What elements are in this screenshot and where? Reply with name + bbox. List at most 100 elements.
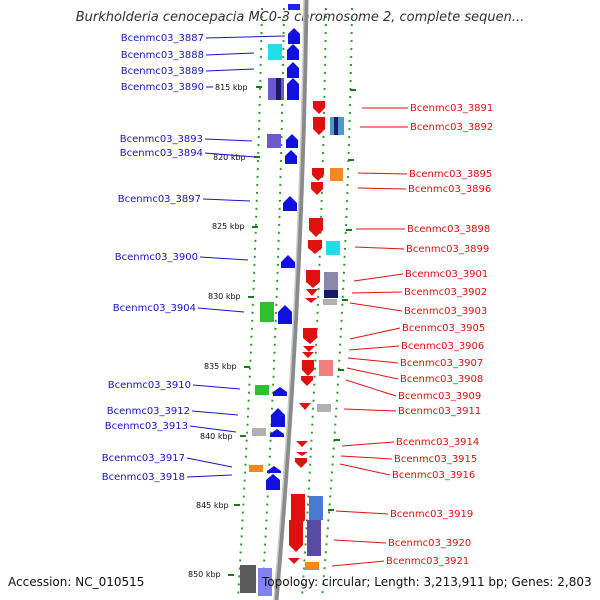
gene-arrow-3900[interactable] bbox=[281, 255, 295, 268]
gene-arrow-3909[interactable] bbox=[301, 376, 313, 386]
gene-box-3904[interactable] bbox=[260, 302, 274, 322]
gene-label-3919[interactable]: Bcenmc03_3919 bbox=[390, 509, 473, 520]
gene-label-3888[interactable]: Bcenmc03_3888 bbox=[121, 50, 204, 61]
gene-arrow-3920[interactable] bbox=[289, 520, 303, 552]
gene-arrow-3904[interactable] bbox=[278, 305, 292, 324]
gene-box-3901[interactable] bbox=[324, 272, 338, 290]
gene-label-3914[interactable]: Bcenmc03_3914 bbox=[396, 437, 479, 448]
gene-arrow-3914[interactable] bbox=[296, 441, 308, 447]
gene-label-3909[interactable]: Bcenmc03_3909 bbox=[398, 391, 481, 402]
gene-arrow-3906[interactable] bbox=[303, 346, 315, 352]
gene-box-3888[interactable] bbox=[268, 44, 282, 60]
gene-label-3921[interactable]: Bcenmc03_3921 bbox=[386, 556, 469, 567]
leader-3920 bbox=[333, 539, 387, 544]
gene-label-3918[interactable]: Bcenmc03_3918 bbox=[102, 472, 185, 483]
gene-box-end-2[interactable] bbox=[258, 568, 272, 596]
gene-label-3892[interactable]: Bcenmc03_3892 bbox=[410, 122, 493, 133]
gene-box-3921[interactable] bbox=[305, 562, 319, 570]
gene-label-3912[interactable]: Bcenmc03_3912 bbox=[107, 406, 190, 417]
gene-arrow-3908[interactable] bbox=[302, 360, 314, 376]
gene-arrow-3890[interactable] bbox=[287, 78, 299, 100]
gene-box-3910[interactable] bbox=[255, 385, 269, 395]
gene-arrow-3893[interactable] bbox=[286, 134, 298, 148]
gene-arrow-3891[interactable] bbox=[313, 101, 325, 114]
gene-label-3899[interactable]: Bcenmc03_3899 bbox=[406, 244, 489, 255]
leader-3908 bbox=[346, 367, 399, 380]
gene-box-3895[interactable] bbox=[330, 168, 343, 181]
gene-box-3911[interactable] bbox=[317, 404, 331, 412]
right-tick-marks bbox=[328, 89, 356, 511]
gene-box-3892-dark[interactable] bbox=[334, 117, 338, 135]
gene-arrow-3898[interactable] bbox=[309, 218, 323, 237]
gene-arrow-3917[interactable] bbox=[267, 466, 281, 473]
gene-arrow-3910[interactable] bbox=[273, 387, 287, 396]
gene-arrow-3897[interactable] bbox=[283, 196, 297, 211]
gene-arrow-3888[interactable] bbox=[287, 44, 299, 60]
gene-label-3902[interactable]: Bcenmc03_3902 bbox=[404, 287, 487, 298]
gene-arrow-3912[interactable] bbox=[271, 408, 285, 427]
left-gene-labels: Bcenmc03_3887 Bcenmc03_3888 Bcenmc03_388… bbox=[102, 33, 204, 483]
gene-arrow-3911[interactable] bbox=[299, 403, 311, 410]
gene-label-3901[interactable]: Bcenmc03_3901 bbox=[405, 269, 488, 280]
gene-label-3906[interactable]: Bcenmc03_3906 bbox=[401, 341, 484, 352]
gene-box-3902[interactable] bbox=[324, 290, 338, 298]
gene-label-3908[interactable]: Bcenmc03_3908 bbox=[400, 374, 483, 385]
gene-arrow-3913[interactable] bbox=[270, 429, 284, 437]
gene-arrow-3907[interactable] bbox=[302, 352, 314, 358]
gene-arrow-3915[interactable] bbox=[296, 452, 308, 456]
gene-label-3890[interactable]: Bcenmc03_3890 bbox=[121, 82, 204, 93]
right-inner-track bbox=[301, 7, 327, 599]
gene-arrow-3916[interactable] bbox=[295, 458, 307, 468]
gene-label-3896[interactable]: Bcenmc03_3896 bbox=[408, 184, 491, 195]
gene-arrow-3921[interactable] bbox=[288, 558, 300, 564]
gene-arrow-3896[interactable] bbox=[311, 182, 323, 195]
left-leader-lines bbox=[186, 35, 286, 478]
gene-label-3898[interactable]: Bcenmc03_3898 bbox=[407, 224, 490, 235]
tick-label-850: 850 kbp bbox=[188, 570, 221, 579]
gene-label-3907[interactable]: Bcenmc03_3907 bbox=[400, 358, 483, 369]
gene-label-3917[interactable]: Bcenmc03_3917 bbox=[102, 453, 185, 464]
gene-label-3900[interactable]: Bcenmc03_3900 bbox=[115, 252, 198, 263]
gene-box-3893[interactable] bbox=[267, 134, 281, 148]
gene-label-3897[interactable]: Bcenmc03_3897 bbox=[118, 194, 201, 205]
gene-label-3893[interactable]: Bcenmc03_3893 bbox=[120, 134, 203, 145]
gene-arrow-3892[interactable] bbox=[313, 117, 325, 135]
gene-arrow-3919[interactable] bbox=[291, 494, 305, 528]
gene-arrow-3899[interactable] bbox=[308, 240, 322, 254]
gene-box-3903[interactable] bbox=[323, 299, 337, 305]
gene-arrow-3895[interactable] bbox=[312, 168, 324, 181]
gene-label-3904[interactable]: Bcenmc03_3904 bbox=[113, 303, 196, 314]
gene-label-3887[interactable]: Bcenmc03_3887 bbox=[121, 33, 204, 44]
gene-arrow-3887b[interactable] bbox=[288, 4, 300, 10]
gene-label-3915[interactable]: Bcenmc03_3915 bbox=[394, 454, 477, 465]
gene-arrow-3905[interactable] bbox=[303, 328, 317, 344]
gene-arrow-3902[interactable] bbox=[306, 289, 318, 296]
gene-box-3919[interactable] bbox=[309, 496, 323, 520]
gene-arrow-3887[interactable] bbox=[288, 28, 300, 44]
gene-arrow-3889[interactable] bbox=[287, 62, 299, 78]
gene-arrow-3918[interactable] bbox=[266, 474, 280, 490]
gene-label-3889[interactable]: Bcenmc03_3889 bbox=[121, 66, 204, 77]
gene-arrow-3903[interactable] bbox=[305, 298, 317, 303]
gene-label-3891[interactable]: Bcenmc03_3891 bbox=[410, 103, 493, 114]
gene-label-3913[interactable]: Bcenmc03_3913 bbox=[105, 421, 188, 432]
gene-label-3905[interactable]: Bcenmc03_3905 bbox=[402, 323, 485, 334]
right-gene-labels: Bcenmc03_3891 Bcenmc03_3892 Bcenmc03_389… bbox=[386, 103, 493, 567]
gene-label-3911[interactable]: Bcenmc03_3911 bbox=[398, 406, 481, 417]
gene-label-3895[interactable]: Bcenmc03_3895 bbox=[409, 169, 492, 180]
gene-box-3899[interactable] bbox=[326, 241, 340, 255]
gene-label-3916[interactable]: Bcenmc03_3916 bbox=[392, 470, 475, 481]
gene-box-3890-dark[interactable] bbox=[276, 78, 281, 100]
gene-label-3910[interactable]: Bcenmc03_3910 bbox=[108, 380, 191, 391]
gene-label-3894[interactable]: Bcenmc03_3894 bbox=[120, 148, 203, 159]
gene-box-3917[interactable] bbox=[249, 465, 263, 472]
gene-label-3903[interactable]: Bcenmc03_3903 bbox=[404, 306, 487, 317]
gene-arrow-3901[interactable] bbox=[306, 270, 320, 288]
leader-3897 bbox=[202, 198, 251, 202]
gene-box-3913[interactable] bbox=[252, 428, 266, 436]
gene-box-3908[interactable] bbox=[319, 360, 333, 376]
gene-label-3920[interactable]: Bcenmc03_3920 bbox=[388, 538, 471, 549]
gene-arrow-3894[interactable] bbox=[285, 150, 297, 164]
gene-box-3920[interactable] bbox=[307, 520, 321, 556]
gene-box-end-1[interactable] bbox=[240, 565, 256, 593]
